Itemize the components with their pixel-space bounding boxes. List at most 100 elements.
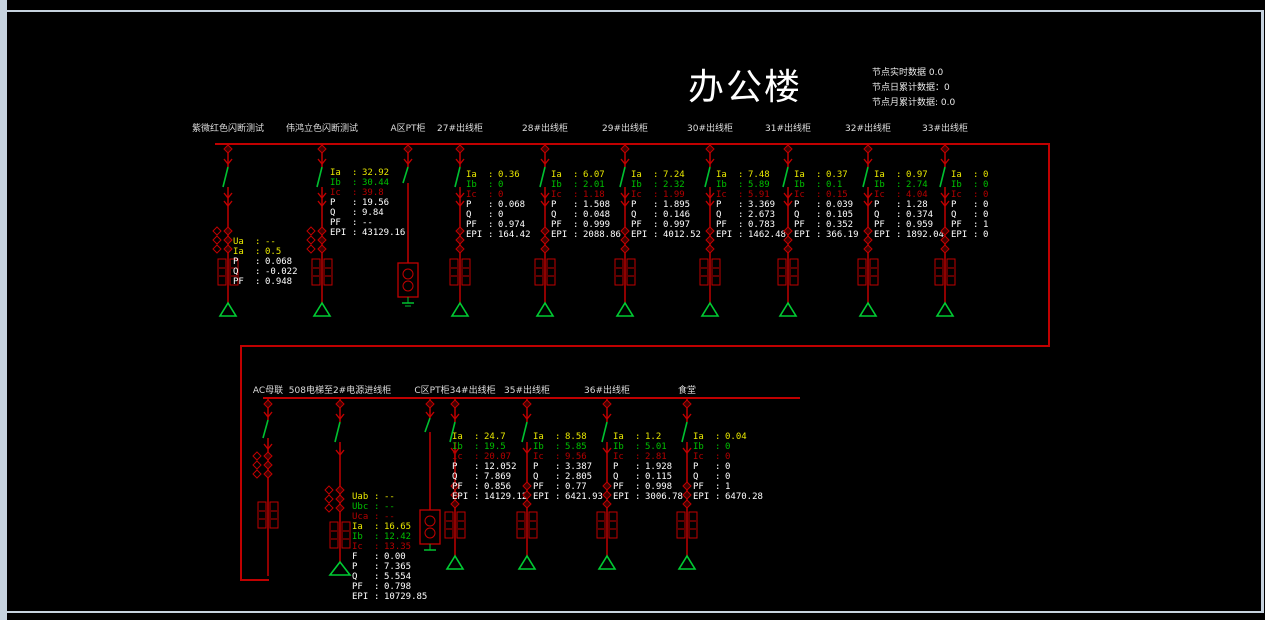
measurement-label: Ib — [794, 180, 805, 190]
measurement-value: 0.1 — [826, 180, 843, 190]
measurement-colon: : — [973, 180, 979, 190]
measurement-colon: : — [352, 208, 358, 218]
measurement-colon: : — [555, 472, 561, 482]
measurement-value: 0.77 — [565, 482, 587, 492]
measurement-label: Ic — [693, 452, 704, 462]
measurement-value: 32.92 — [362, 168, 390, 178]
feeder-data-block: Ia:32.92 Ib:30.44 Ic:39.8 P:19.56 Q:9.84 PF: -… — [330, 168, 405, 238]
measurement-value: 5.554 — [384, 572, 412, 582]
left-riser — [240, 345, 242, 581]
measurement-label: Ib — [330, 178, 341, 188]
feeder-breaker-symbol[interactable] — [688, 143, 732, 323]
pt-symbol[interactable] — [408, 398, 452, 552]
measurement-label: Uca — [352, 512, 369, 522]
measurement-value: 0.04 — [725, 432, 747, 442]
measurement-label: P — [874, 200, 880, 210]
measurement-colon: : — [635, 432, 641, 442]
measurement-label: Ia — [466, 170, 477, 180]
measurement-value: 30.44 — [362, 178, 390, 188]
feeder-data-block: Ia:7.24 Ib:2.32 Ic:1.99 P:1.895 Q:0.146 PF:0.… — [631, 170, 701, 240]
feeder-breaker-symbol[interactable] — [386, 143, 430, 315]
measurement-colon: : — [816, 200, 822, 210]
measurement-value: 5.91 — [748, 190, 770, 200]
feeder-breaker-symbol[interactable] — [766, 143, 810, 323]
measurement-value: 0.36 — [498, 170, 520, 180]
feeder-breaker-symbol[interactable] — [505, 398, 549, 577]
measurement-colon: : — [255, 277, 261, 287]
measurement-value: 6.07 — [583, 170, 605, 180]
measurement-label: EPI — [330, 228, 347, 238]
measurement-value: 0.00 — [384, 552, 406, 562]
measurement-value: 0 — [498, 210, 504, 220]
feeder-breaker-symbol[interactable] — [585, 398, 629, 577]
feeder-breaker-symbol[interactable] — [603, 143, 647, 323]
measurement-colon: : — [653, 230, 659, 240]
feeder-breaker-symbol[interactable] — [300, 143, 344, 323]
measurement-colon: : — [573, 230, 579, 240]
measurement-value: 2.673 — [748, 210, 776, 220]
measurement-colon: : — [816, 190, 822, 200]
measurement-value: 0 — [725, 442, 731, 452]
feeder-data-block: Uab: -- Ubc: -- Uca: -- Ia:16.65 Ib:12.42 Ic:13.… — [352, 492, 427, 602]
measurement-label: EPI — [631, 230, 648, 240]
feeder-label: 31#出线柜 — [765, 124, 811, 134]
measurement-value: 0.97 — [906, 170, 928, 180]
window-edge-top — [7, 10, 1262, 12]
feeder-breaker-symbol[interactable] — [923, 143, 967, 323]
measurement-colon: : — [715, 492, 721, 502]
measurement-label: Ic — [613, 452, 624, 462]
measurement-colon: : — [573, 180, 579, 190]
measurement-colon: : — [635, 452, 641, 462]
measurement-colon: : — [715, 462, 721, 472]
measurement-value: 12.052 — [484, 462, 517, 472]
measurement-label: Ib — [613, 442, 624, 452]
measurement-colon: : — [352, 218, 358, 228]
measurement-colon: : — [555, 432, 561, 442]
feeder-breaker-symbol[interactable] — [206, 143, 250, 323]
measurement-label: Ic — [951, 190, 962, 200]
feeder-breaker-symbol[interactable] — [318, 398, 362, 585]
measurement-colon: : — [653, 210, 659, 220]
measurement-label: Ia — [693, 432, 704, 442]
feeder-breaker-symbol[interactable] — [523, 143, 567, 323]
feeder-breaker-symbol[interactable] — [438, 143, 482, 323]
measurement-colon: : — [973, 230, 979, 240]
measurement-label: Ic — [352, 542, 363, 552]
measurement-label: Ubc — [352, 502, 369, 512]
measurement-colon: : — [474, 482, 480, 492]
measurement-value: 0.374 — [906, 210, 934, 220]
measurement-label: Ia — [716, 170, 727, 180]
measurement-colon: : — [973, 210, 979, 220]
measurement-value: 0 — [983, 200, 989, 210]
measurement-colon: : — [255, 237, 261, 247]
measurement-value: -- — [384, 492, 395, 502]
measurement-label: PF — [716, 220, 727, 230]
measurement-value: 8.58 — [565, 432, 587, 442]
measurement-colon: : — [738, 190, 744, 200]
measurement-colon: : — [896, 230, 902, 240]
measurement-colon: : — [488, 180, 494, 190]
top-bus — [215, 143, 1050, 145]
measurement-colon: : — [374, 512, 380, 522]
measurement-label: Q — [233, 267, 239, 277]
measurement-value: 5.89 — [748, 180, 770, 190]
measurement-label: Q — [613, 472, 619, 482]
measurement-colon: : — [635, 472, 641, 482]
feeder-breaker-symbol[interactable] — [665, 398, 709, 577]
measurement-label: P — [330, 198, 336, 208]
feeder-data-block: Ia:1.2 Ib:5.01 Ic:2.81 P:1.928 Q:0.115 PF:0.9… — [613, 432, 683, 502]
measurement-value: 0.959 — [906, 220, 934, 230]
feeder-breaker-symbol[interactable] — [433, 398, 477, 577]
measurement-label: Ia — [794, 170, 805, 180]
measurement-value: 7.24 — [663, 170, 685, 180]
measurement-colon: : — [715, 442, 721, 452]
measurement-value: -- — [362, 218, 373, 228]
measurement-label: Q — [693, 472, 699, 482]
measurement-colon: : — [474, 442, 480, 452]
measurement-label: Q — [874, 210, 880, 220]
measurement-value: 19.5 — [484, 442, 506, 452]
feeder-breaker-symbol[interactable] — [846, 143, 890, 323]
measurement-colon: : — [635, 482, 641, 492]
measurement-label: PF — [693, 482, 704, 492]
feeder-breaker-symbol[interactable] — [246, 398, 290, 580]
